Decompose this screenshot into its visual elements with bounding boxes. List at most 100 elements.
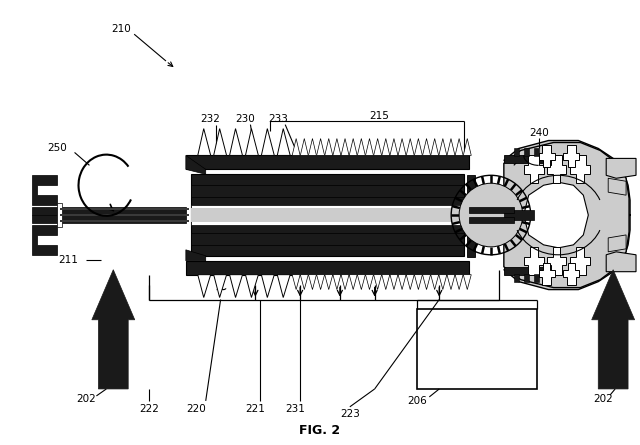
Polygon shape xyxy=(455,138,463,155)
Polygon shape xyxy=(186,155,205,174)
Polygon shape xyxy=(570,247,590,275)
Polygon shape xyxy=(447,138,455,155)
Bar xyxy=(534,149,539,156)
Polygon shape xyxy=(324,138,333,155)
Bar xyxy=(504,155,548,163)
Bar xyxy=(504,210,534,220)
Text: 231: 231 xyxy=(285,404,305,414)
Polygon shape xyxy=(230,129,243,155)
Polygon shape xyxy=(349,138,357,155)
Polygon shape xyxy=(277,275,290,298)
Polygon shape xyxy=(439,275,447,290)
Polygon shape xyxy=(186,250,205,261)
Polygon shape xyxy=(547,247,566,275)
Bar xyxy=(32,207,186,215)
Polygon shape xyxy=(324,275,333,290)
Polygon shape xyxy=(422,138,431,155)
Polygon shape xyxy=(547,155,566,183)
Polygon shape xyxy=(374,138,381,155)
Polygon shape xyxy=(300,138,308,155)
Polygon shape xyxy=(198,275,211,298)
Polygon shape xyxy=(463,138,471,155)
Bar xyxy=(191,208,464,222)
Polygon shape xyxy=(246,275,259,298)
Text: 240: 240 xyxy=(529,128,548,138)
Bar xyxy=(504,267,548,275)
Polygon shape xyxy=(504,141,630,290)
Polygon shape xyxy=(398,138,406,155)
Bar xyxy=(191,185,464,197)
Text: 211: 211 xyxy=(59,255,79,265)
Polygon shape xyxy=(592,270,635,389)
Polygon shape xyxy=(415,138,422,155)
Polygon shape xyxy=(606,158,636,178)
Bar xyxy=(469,217,514,223)
Polygon shape xyxy=(349,275,357,290)
Text: 250: 250 xyxy=(47,143,67,154)
Polygon shape xyxy=(317,275,324,290)
Bar xyxy=(469,207,514,213)
Polygon shape xyxy=(563,146,579,167)
Polygon shape xyxy=(415,275,422,290)
Polygon shape xyxy=(406,138,414,155)
Bar xyxy=(186,261,469,275)
Polygon shape xyxy=(308,138,316,155)
Text: 206: 206 xyxy=(408,396,428,406)
Polygon shape xyxy=(563,263,579,285)
Polygon shape xyxy=(32,225,57,255)
Text: 230: 230 xyxy=(236,113,255,124)
Bar xyxy=(514,149,519,156)
Text: FIG. 2: FIG. 2 xyxy=(300,424,340,437)
Bar xyxy=(60,214,189,216)
Polygon shape xyxy=(365,138,374,155)
Polygon shape xyxy=(524,155,543,183)
Bar xyxy=(417,309,536,389)
Bar xyxy=(57,203,61,227)
Polygon shape xyxy=(230,275,243,298)
Polygon shape xyxy=(390,138,398,155)
Bar xyxy=(191,205,464,225)
Text: ~: ~ xyxy=(214,282,227,297)
Bar xyxy=(191,174,464,256)
Polygon shape xyxy=(504,142,629,287)
Polygon shape xyxy=(439,138,447,155)
Polygon shape xyxy=(608,235,626,252)
Polygon shape xyxy=(246,129,259,155)
Polygon shape xyxy=(341,138,349,155)
Text: 215: 215 xyxy=(370,111,390,121)
Polygon shape xyxy=(524,182,588,248)
Polygon shape xyxy=(92,270,135,389)
Bar xyxy=(524,274,529,282)
Polygon shape xyxy=(292,138,300,155)
Text: 202: 202 xyxy=(77,394,97,404)
Bar xyxy=(60,208,189,210)
Polygon shape xyxy=(406,275,414,290)
Polygon shape xyxy=(357,275,365,290)
Bar xyxy=(524,149,529,156)
Bar xyxy=(60,220,189,222)
Polygon shape xyxy=(539,146,554,167)
Text: 220: 220 xyxy=(186,404,205,414)
Text: 233: 233 xyxy=(268,113,288,124)
Bar xyxy=(534,274,539,282)
Polygon shape xyxy=(261,129,275,155)
Circle shape xyxy=(459,183,523,247)
Polygon shape xyxy=(317,138,324,155)
Polygon shape xyxy=(524,247,543,275)
Polygon shape xyxy=(198,129,211,155)
Polygon shape xyxy=(214,275,227,298)
Polygon shape xyxy=(333,138,341,155)
Polygon shape xyxy=(390,275,398,290)
Bar xyxy=(514,274,519,282)
Polygon shape xyxy=(277,129,290,155)
Polygon shape xyxy=(382,138,390,155)
Polygon shape xyxy=(455,275,463,290)
Bar xyxy=(191,233,464,245)
Polygon shape xyxy=(382,275,390,290)
Polygon shape xyxy=(32,175,57,205)
Bar xyxy=(467,175,475,257)
Polygon shape xyxy=(214,129,227,155)
Polygon shape xyxy=(431,138,438,155)
Polygon shape xyxy=(308,275,316,290)
Text: 222: 222 xyxy=(139,404,159,414)
